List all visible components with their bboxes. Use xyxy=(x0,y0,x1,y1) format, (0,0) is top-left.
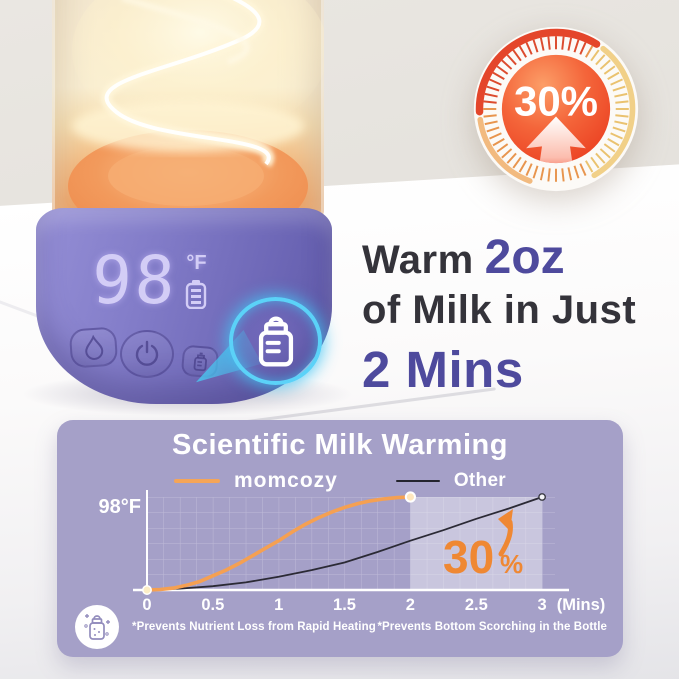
headline-oz: 2oz xyxy=(484,231,565,284)
glass-chamber xyxy=(52,0,324,238)
bottle-sparkle-icon xyxy=(75,605,119,649)
legend-label-momcozy: momcozy xyxy=(233,469,338,492)
bottle-mode-button xyxy=(180,344,220,379)
power-icon xyxy=(135,340,159,366)
svg-text:1.5: 1.5 xyxy=(333,596,356,614)
svg-text:2: 2 xyxy=(406,596,415,614)
gauge-ticks xyxy=(483,36,629,182)
footnote-scorching: *Prevents Bottom Scorching in the Bottle xyxy=(377,621,607,633)
headline-line2: of Milk in Just xyxy=(362,287,637,332)
bottle-outline-icon xyxy=(84,614,110,640)
battery-icon xyxy=(186,280,207,309)
bottle-small-icon xyxy=(193,352,207,371)
other-endpoint xyxy=(538,493,546,501)
warming-line-chart: 30 % 98°F 0 0.5 1 1.5 2 2.5 3 (Mins) xyxy=(99,490,606,614)
water-drop-icon xyxy=(84,334,103,360)
headline: Warm 2oz of Milk in Just 2 Mins xyxy=(362,230,636,400)
x-unit-label: (Mins) xyxy=(557,596,606,614)
legend-line-momcozy xyxy=(173,479,220,483)
y-axis-label: 98°F xyxy=(99,496,141,518)
legend-line-other xyxy=(395,480,440,482)
gauge-arc-yellow xyxy=(591,45,636,179)
temperature-readout: 98 xyxy=(90,242,179,319)
bottle-mode-callout xyxy=(229,297,322,385)
footnotes-row: *Prevents Nutrient Loss from Rapid Heati… xyxy=(75,605,609,649)
headline-warm: Warm xyxy=(362,238,474,282)
thirty-percent-badge: 30% xyxy=(473,26,639,192)
annotation-30: 30 xyxy=(443,531,494,583)
svg-text:2.5: 2.5 xyxy=(465,596,488,614)
power-button xyxy=(120,330,174,378)
momcozy-endpoint xyxy=(404,491,416,503)
up-arrow-icon xyxy=(526,116,586,164)
annotation-arrowhead xyxy=(498,509,513,531)
baby-bottle-icon xyxy=(258,316,293,367)
chart-legend: momcozy Other xyxy=(57,469,623,493)
temperature-unit: °F xyxy=(186,252,207,274)
annotation-percent-sign: % xyxy=(500,549,523,579)
led-display: 98 °F xyxy=(90,242,207,319)
warming-chart-panel: Scientific Milk Warming momcozy Other xyxy=(57,420,623,657)
x-tick-labels: 0 0.5 1 1.5 2 2.5 3 xyxy=(142,596,546,614)
gauge-arc-red xyxy=(475,28,601,116)
water-mode-button xyxy=(68,326,119,369)
svg-text:0.5: 0.5 xyxy=(201,596,224,614)
other-line xyxy=(146,496,543,591)
swirl-glow-icon xyxy=(68,0,324,238)
origin-point xyxy=(142,585,152,595)
panel-title: Scientific Milk Warming xyxy=(172,429,508,461)
gauge-center xyxy=(501,54,611,164)
headline-line3: 2 Mins xyxy=(362,340,524,398)
footnote-nutrient: *Prevents Nutrient Loss from Rapid Heati… xyxy=(132,621,376,633)
legend-label-other: Other xyxy=(453,470,507,491)
svg-text:1: 1 xyxy=(274,596,283,614)
badge-percent-label: 30% xyxy=(514,78,598,125)
gauge-arc-orange xyxy=(477,116,533,184)
momcozy-line xyxy=(145,495,413,592)
svg-text:3: 3 xyxy=(538,596,547,614)
svg-text:0: 0 xyxy=(142,596,151,614)
